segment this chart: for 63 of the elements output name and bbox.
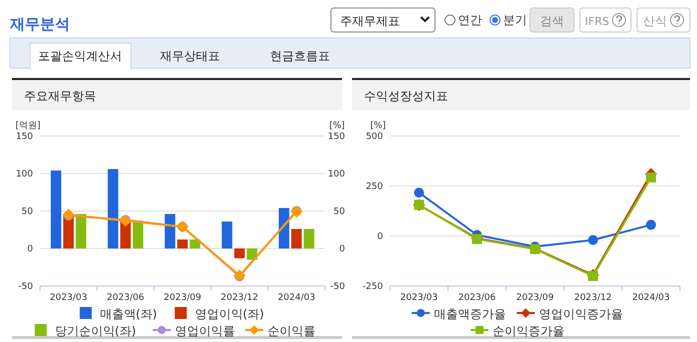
y-tick-label: 0 [27, 244, 34, 254]
bar [190, 240, 200, 248]
bar [108, 169, 118, 248]
x-tick-label: 2023/03 [400, 293, 438, 303]
x-tick-label: 2023/06 [106, 293, 144, 303]
bar [132, 220, 144, 248]
x-tick-label: 2023/12 [220, 293, 258, 303]
x-tick-label: 2023/09 [516, 293, 554, 303]
chart-title: 주요재무항목 [24, 89, 96, 103]
y-tick-label: 250 [366, 182, 384, 192]
point [646, 220, 656, 230]
bar [291, 229, 302, 248]
y-tick-label: 100 [16, 170, 34, 180]
text: 검색 [540, 14, 564, 28]
x-tick-label: 2023/06 [458, 293, 496, 303]
x-tick-label: 2023/03 [50, 293, 88, 303]
legend-label: 매출액(좌) [100, 307, 158, 321]
text: 산식 [643, 14, 667, 28]
point [588, 235, 598, 245]
legend-label: 매출액증가율 [434, 307, 506, 321]
y-tick-label: 0 [377, 232, 384, 242]
y2-axis-title: [%] [329, 121, 345, 131]
bar [278, 208, 290, 248]
bar [304, 229, 314, 248]
x-tick-label: 2024/03 [278, 293, 316, 303]
text: 재무상태표 [160, 49, 220, 63]
point [646, 172, 656, 182]
legend-label: 영업이익증가율 [538, 307, 623, 321]
y2-tick-label: 50 [334, 207, 346, 217]
y2-tick-label: -50 [330, 282, 346, 292]
legend-label: 순이익률 [267, 324, 316, 338]
x-tick-label: 2024/03 [632, 293, 670, 303]
y2-tick-label: 150 [328, 132, 346, 142]
y-axis-title: [%] [370, 121, 386, 131]
legend-label: 순이익증가율 [492, 324, 564, 338]
bar [76, 214, 86, 248]
text: 현금흐름표 [270, 49, 330, 63]
y-tick-label: -250 [362, 282, 384, 292]
y-tick-label: 50 [22, 207, 34, 217]
text: 재무분석 [9, 15, 70, 33]
y2-tick-label: 0 [339, 244, 346, 254]
y-tick-label: -50 [18, 282, 34, 292]
text: 연간 [458, 13, 482, 27]
x-tick-label: 2023/09 [164, 293, 202, 303]
text: 포괄손익계산서 [38, 49, 122, 63]
y2-tick-label: 100 [328, 170, 346, 180]
bar [222, 222, 232, 248]
y-tick-label: 500 [366, 132, 384, 142]
text: IFRS [585, 15, 610, 28]
point [414, 188, 424, 198]
bar [234, 248, 245, 258]
chart-title: 수익성장성지표 [364, 89, 448, 103]
text: 분기 [503, 13, 527, 27]
legend-label: 영업이익률 [174, 324, 235, 338]
bar [50, 170, 62, 248]
legend-label: 당기순이익(좌) [54, 324, 136, 338]
bar [164, 214, 176, 248]
bar [177, 240, 188, 248]
legend-label: 영업이익(좌) [194, 307, 264, 321]
y-tick-label: 150 [16, 132, 34, 142]
x-tick-label: 2023/12 [574, 293, 612, 303]
y-axis-title: [억원] [15, 121, 41, 131]
text: 주재무제표 [340, 14, 400, 28]
